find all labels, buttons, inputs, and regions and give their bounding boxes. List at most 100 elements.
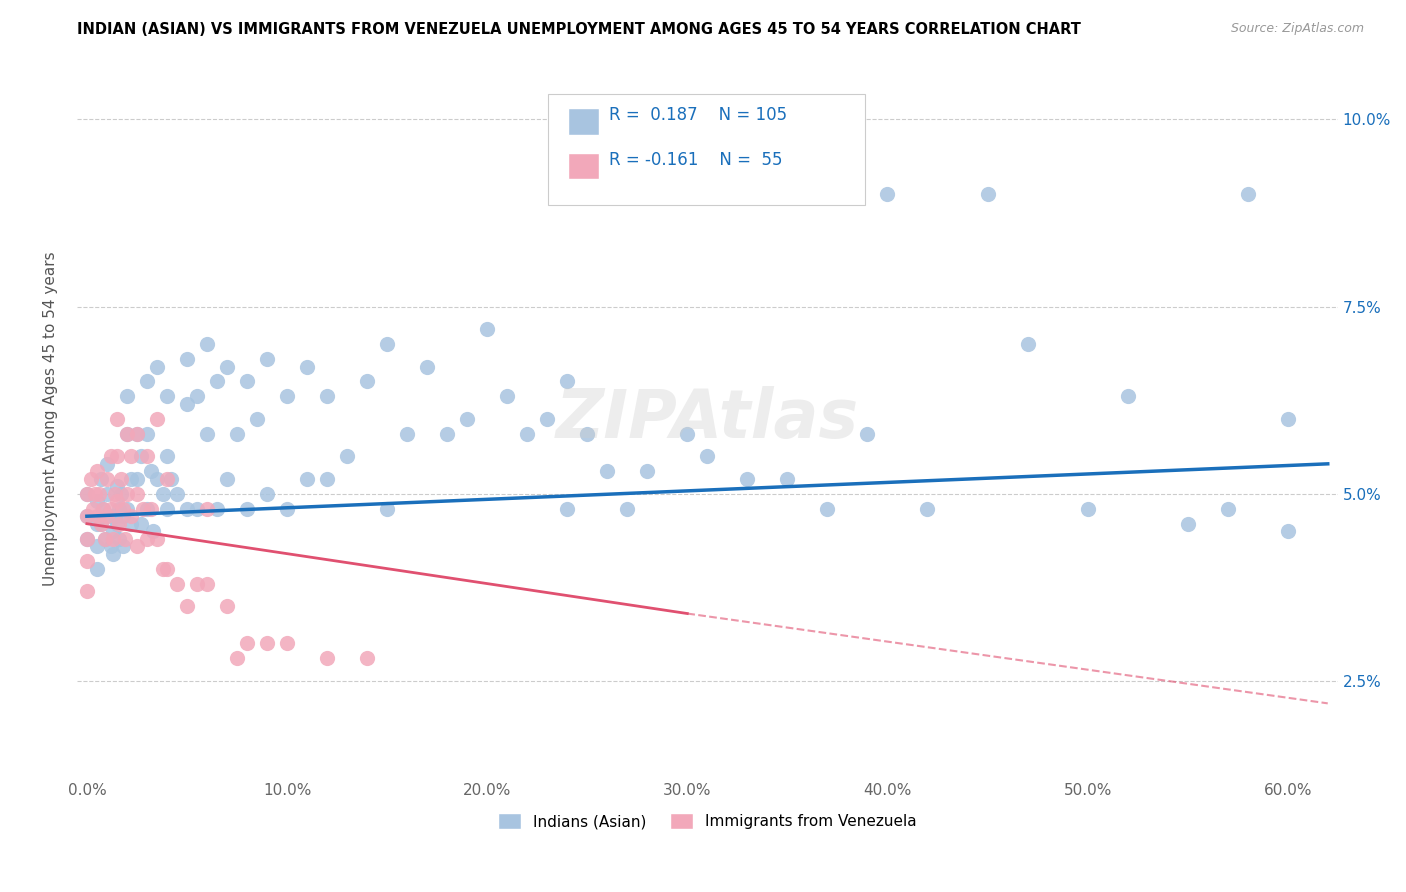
Point bbox=[356, 651, 378, 665]
Point bbox=[205, 501, 228, 516]
Point bbox=[336, 450, 359, 464]
Point bbox=[96, 472, 118, 486]
Point bbox=[976, 187, 998, 202]
Point bbox=[152, 487, 174, 501]
Point bbox=[146, 412, 169, 426]
Point bbox=[135, 375, 157, 389]
Point bbox=[156, 450, 179, 464]
Point bbox=[76, 487, 98, 501]
Point bbox=[236, 375, 259, 389]
Point bbox=[86, 561, 108, 575]
Point bbox=[105, 494, 128, 508]
Point bbox=[676, 426, 699, 441]
Point bbox=[215, 599, 238, 613]
Point bbox=[96, 509, 118, 524]
Point bbox=[100, 501, 122, 516]
Point bbox=[176, 599, 198, 613]
Point bbox=[195, 501, 218, 516]
Point bbox=[120, 516, 142, 531]
Point bbox=[416, 359, 439, 374]
Point bbox=[226, 651, 249, 665]
Point bbox=[246, 412, 269, 426]
Point bbox=[100, 509, 122, 524]
Point bbox=[186, 389, 208, 403]
Point bbox=[100, 539, 122, 553]
Point bbox=[215, 359, 238, 374]
Point bbox=[115, 501, 138, 516]
Point bbox=[156, 561, 179, 575]
Point bbox=[776, 472, 799, 486]
Point bbox=[120, 472, 142, 486]
Point bbox=[115, 389, 138, 403]
Point bbox=[80, 472, 103, 486]
Point bbox=[256, 351, 278, 366]
Point bbox=[876, 187, 898, 202]
Point bbox=[516, 426, 538, 441]
Point bbox=[90, 516, 112, 531]
Point bbox=[396, 426, 419, 441]
Point bbox=[1116, 389, 1139, 403]
Point bbox=[86, 464, 108, 478]
Point bbox=[111, 539, 134, 553]
Point bbox=[496, 389, 519, 403]
Point bbox=[236, 501, 259, 516]
Point bbox=[815, 501, 838, 516]
Legend: Indians (Asian), Immigrants from Venezuela: Indians (Asian), Immigrants from Venezue… bbox=[492, 807, 922, 835]
Point bbox=[108, 501, 131, 516]
Point bbox=[176, 351, 198, 366]
Point bbox=[87, 487, 110, 501]
Point bbox=[276, 501, 298, 516]
Point bbox=[82, 501, 104, 516]
Point bbox=[132, 501, 155, 516]
Point bbox=[91, 501, 114, 516]
Point bbox=[86, 516, 108, 531]
Point bbox=[555, 501, 578, 516]
Point bbox=[596, 464, 619, 478]
Point bbox=[135, 501, 157, 516]
Point bbox=[100, 450, 122, 464]
Point bbox=[94, 532, 117, 546]
Point bbox=[295, 359, 318, 374]
Point bbox=[94, 532, 117, 546]
Point bbox=[96, 457, 118, 471]
Point bbox=[135, 426, 157, 441]
Point bbox=[76, 509, 98, 524]
Point bbox=[276, 389, 298, 403]
Point bbox=[91, 501, 114, 516]
Point bbox=[1236, 187, 1258, 202]
Point bbox=[115, 426, 138, 441]
Point bbox=[83, 487, 105, 501]
Y-axis label: Unemployment Among Ages 45 to 54 years: Unemployment Among Ages 45 to 54 years bbox=[44, 252, 58, 586]
Point bbox=[110, 472, 132, 486]
Point bbox=[1017, 337, 1039, 351]
Point bbox=[105, 450, 128, 464]
Point bbox=[205, 375, 228, 389]
Point bbox=[120, 450, 142, 464]
Point bbox=[536, 412, 558, 426]
Point bbox=[616, 501, 638, 516]
Point bbox=[176, 397, 198, 411]
Point bbox=[104, 509, 127, 524]
Point bbox=[737, 472, 759, 486]
Point bbox=[215, 472, 238, 486]
Point bbox=[115, 487, 138, 501]
Point bbox=[295, 472, 318, 486]
Point bbox=[316, 389, 339, 403]
Point bbox=[129, 516, 152, 531]
Point bbox=[125, 426, 148, 441]
Point bbox=[696, 450, 718, 464]
Point bbox=[186, 576, 208, 591]
Point bbox=[129, 450, 152, 464]
Text: Source: ZipAtlas.com: Source: ZipAtlas.com bbox=[1230, 22, 1364, 36]
Point bbox=[160, 472, 183, 486]
Point bbox=[456, 412, 478, 426]
Point bbox=[375, 337, 398, 351]
Point bbox=[375, 501, 398, 516]
Point bbox=[146, 472, 169, 486]
Point bbox=[86, 509, 108, 524]
Point bbox=[135, 532, 157, 546]
Point bbox=[110, 487, 132, 501]
Point bbox=[156, 501, 179, 516]
Point bbox=[142, 524, 165, 539]
Text: R =  0.187    N = 105: R = 0.187 N = 105 bbox=[609, 106, 787, 124]
